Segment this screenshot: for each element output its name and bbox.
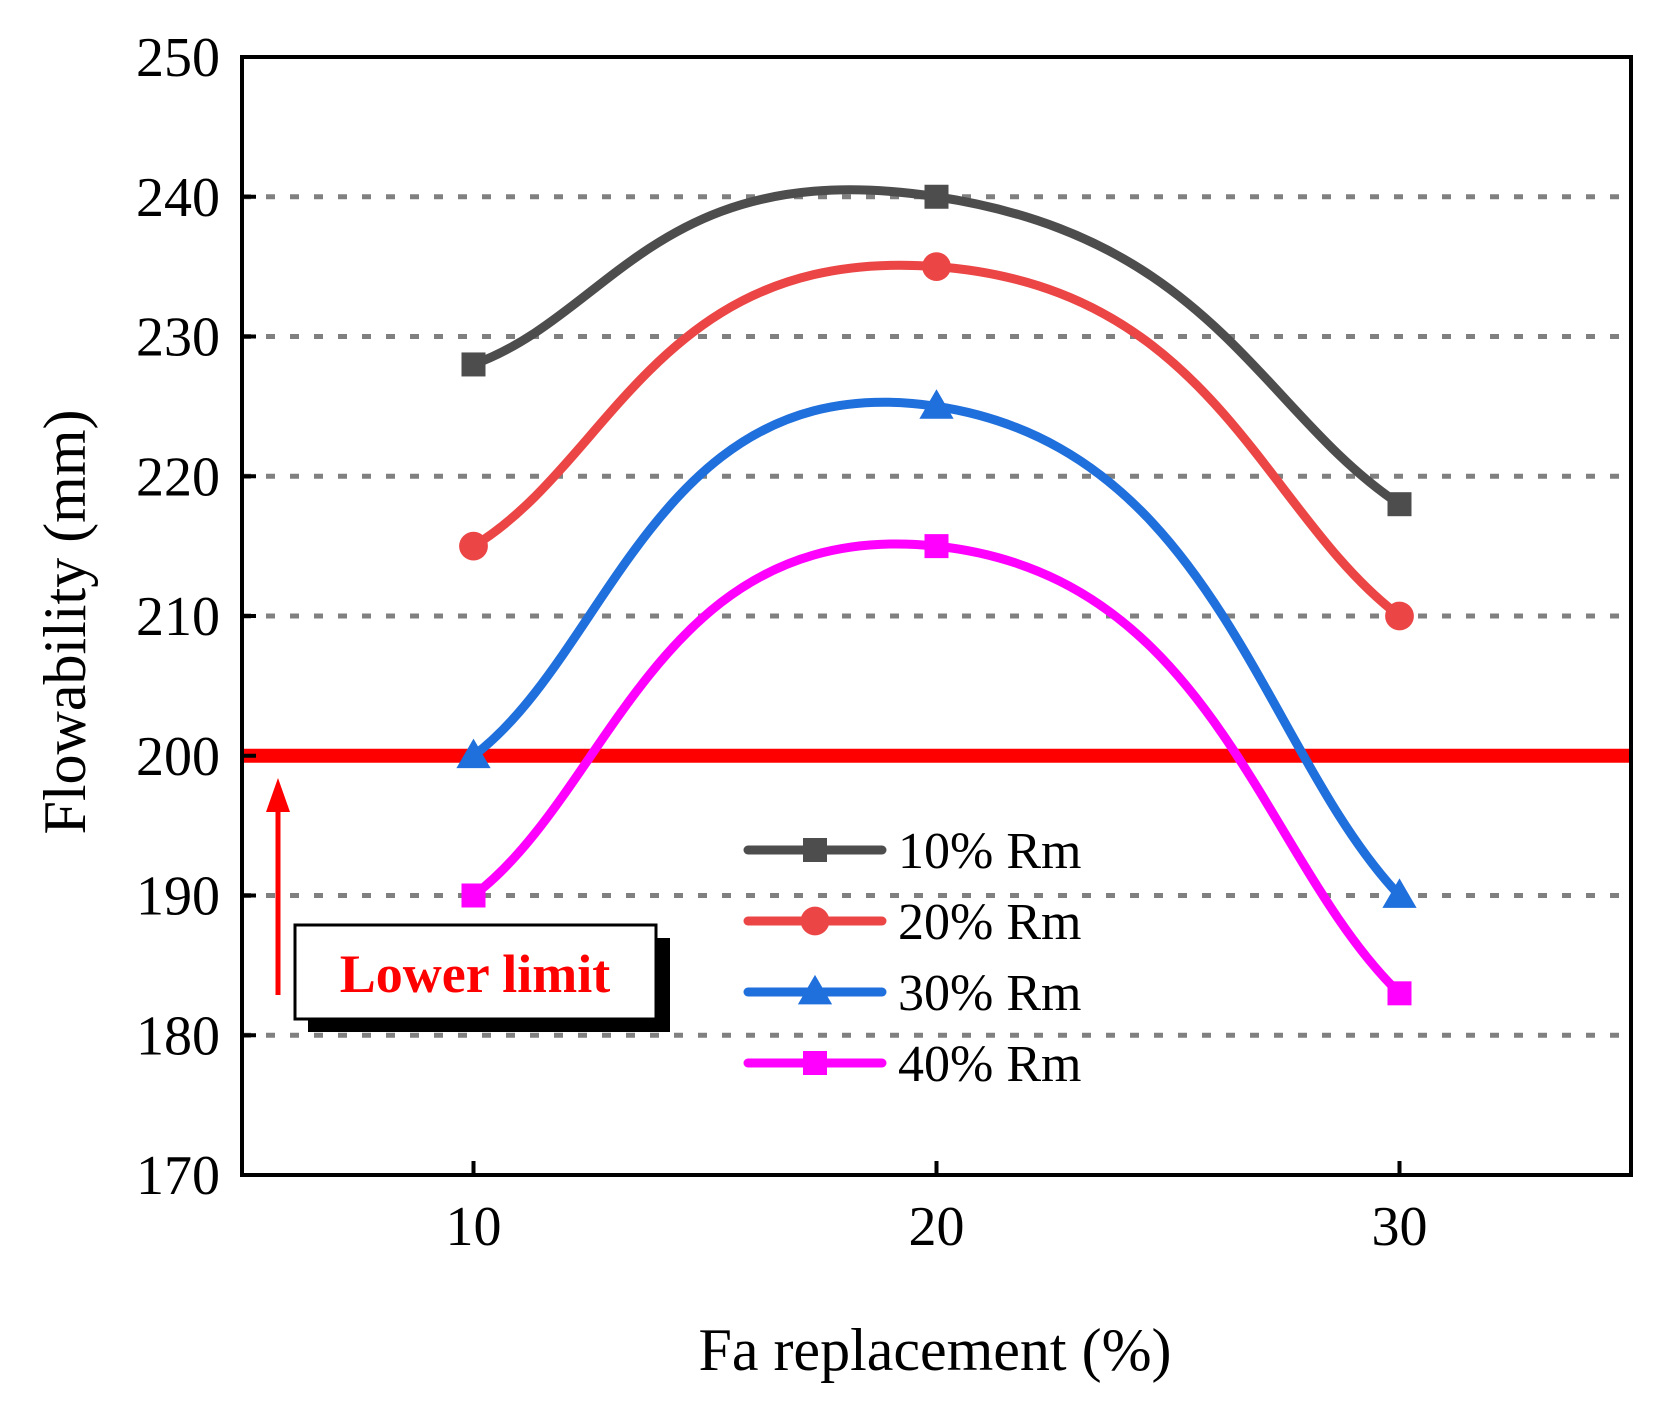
lower-limit-label: Lower limit <box>340 944 610 1004</box>
y-tick-label-240: 240 <box>136 167 220 229</box>
lower-limit-arrow-head <box>266 778 290 812</box>
y-tick-label-220: 220 <box>136 446 220 508</box>
y-tick-label-230: 230 <box>136 307 220 369</box>
series-3 <box>456 389 1417 908</box>
data-point-s3-x10 <box>456 738 491 769</box>
legend-marker-1 <box>803 838 827 862</box>
legend-marker-3 <box>797 974 833 1005</box>
data-point-s2-x20 <box>922 252 951 282</box>
legend-item-2: 20% Rm <box>743 894 1081 951</box>
series-line-3 <box>469 397 1404 900</box>
data-point-s1-x30 <box>1387 492 1412 517</box>
y-axis-title: Flowability (mm) <box>32 410 98 835</box>
data-point-s3-x20 <box>919 389 954 419</box>
data-point-s4-x30 <box>1387 981 1412 1006</box>
series-2 <box>459 252 1414 631</box>
legend-label-2: 20% Rm <box>898 894 1081 951</box>
y-tick-label-210: 210 <box>136 586 220 648</box>
data-point-s2-x10 <box>459 531 488 561</box>
data-point-s2-x30 <box>1385 601 1414 631</box>
legend-label-3: 30% Rm <box>898 965 1081 1022</box>
annotation-layer: Lower limit <box>266 778 670 1032</box>
x-tick-label-10: 10 <box>446 1196 502 1258</box>
legend-item-4: 40% Rm <box>743 1036 1081 1093</box>
y-tick-label-250: 250 <box>136 27 220 89</box>
x-axis-title: Fa replacement (%) <box>698 1317 1171 1383</box>
series-4 <box>461 534 1412 1006</box>
y-tick-label-180: 180 <box>136 1005 220 1067</box>
legend-marker-2 <box>800 906 830 936</box>
legend-label-1: 10% Rm <box>898 823 1081 880</box>
data-point-s4-x20 <box>924 534 949 559</box>
data-point-s3-x30 <box>1382 878 1417 908</box>
series-layer <box>456 184 1417 1006</box>
legend-label-4: 40% Rm <box>898 1036 1081 1093</box>
data-point-s1-x20 <box>924 184 949 209</box>
x-tick-label-30: 30 <box>1372 1196 1428 1258</box>
series-1 <box>461 184 1412 517</box>
legend-item-3: 30% Rm <box>743 965 1081 1022</box>
y-tick-label-190: 190 <box>136 866 220 928</box>
legend-layer: 10% Rm 20% Rm 30% Rm 40% Rm <box>743 823 1081 1093</box>
series-line-2 <box>469 260 1404 621</box>
y-tick-label-170: 170 <box>136 1145 220 1207</box>
axes-layer: 170 180 190 200 210 220 230 240 250 10 20 30 <box>136 27 1633 1258</box>
data-point-s1-x10 <box>461 352 486 377</box>
data-point-s4-x10 <box>461 883 486 908</box>
y-tick-label-200: 200 <box>136 726 220 788</box>
legend-item-1: 10% Rm <box>743 823 1081 880</box>
legend-marker-4 <box>803 1051 827 1075</box>
x-tick-label-20: 20 <box>909 1196 965 1258</box>
annotation-box <box>293 923 658 1021</box>
